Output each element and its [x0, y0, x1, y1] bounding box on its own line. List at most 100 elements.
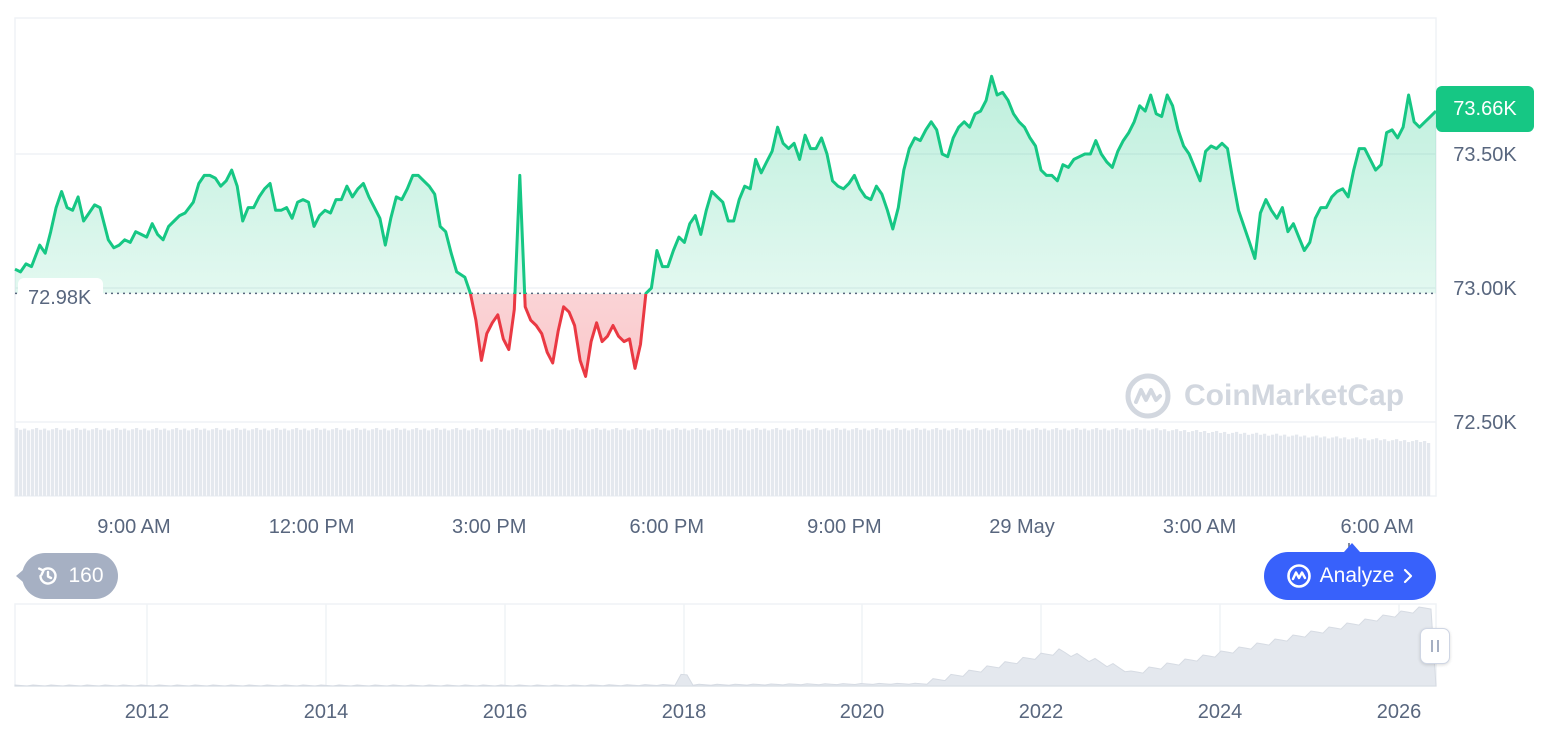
volume-bar — [871, 429, 875, 496]
volume-bar — [547, 430, 551, 496]
volume-bar — [1311, 436, 1315, 496]
volume-bar — [599, 429, 603, 496]
volume-bar — [107, 430, 111, 496]
volume-bar — [1351, 438, 1355, 496]
volume-bar — [195, 428, 199, 496]
volume-bar — [1275, 433, 1279, 496]
volume-bar — [443, 428, 447, 496]
volume-bar — [315, 428, 319, 496]
volume-bar — [1403, 440, 1407, 496]
volume-bar — [351, 429, 355, 496]
chevron-right-icon — [1404, 568, 1413, 584]
current-price-label: 73.66K — [1453, 97, 1517, 120]
coinmarketcap-logo-icon — [1125, 373, 1171, 419]
volume-bar — [1159, 430, 1163, 496]
volume-bar — [171, 429, 175, 496]
volume-bar — [271, 429, 275, 496]
volume-bar — [603, 428, 607, 496]
history-button[interactable]: 160 — [16, 553, 118, 599]
volume-bar — [1387, 441, 1391, 496]
volume-bar — [1259, 434, 1263, 496]
x-tick-label: 12:00 PM — [269, 516, 355, 538]
volume-bar — [1167, 431, 1171, 496]
volume-bar — [731, 429, 735, 496]
volume-bar — [151, 429, 155, 496]
volume-bar — [419, 429, 423, 496]
volume-bar — [859, 429, 863, 496]
volume-bar — [671, 429, 675, 496]
volume-bar — [1375, 438, 1379, 496]
volume-bar — [667, 430, 671, 496]
current-price-badge: 73.66K — [1436, 86, 1534, 132]
volume-bar — [799, 429, 803, 496]
volume-bar — [343, 428, 347, 496]
volume-bar — [235, 428, 239, 496]
volume-bar — [979, 429, 983, 496]
y-tick-label: 73.00K — [1453, 278, 1517, 300]
volume-bar — [923, 428, 927, 496]
volume-bar — [1123, 428, 1127, 496]
volume-bar — [1383, 439, 1387, 496]
overview-range-handle[interactable] — [1420, 628, 1450, 664]
volume-bar — [1243, 432, 1247, 496]
volume-bar — [551, 429, 555, 496]
volume-bar — [759, 429, 763, 496]
volume-bar — [1267, 435, 1271, 496]
overview-tick-label: 2012 — [125, 701, 170, 723]
volume-bar — [1271, 434, 1275, 496]
volume-bar — [1367, 440, 1371, 496]
overview-tick-label: 2014 — [304, 701, 349, 723]
volume-bar — [1199, 432, 1203, 496]
volume-bar — [1095, 428, 1099, 496]
volume-bars — [15, 428, 1431, 496]
volume-bar — [967, 430, 971, 496]
volume-bar — [1279, 435, 1283, 496]
volume-bar — [831, 429, 835, 496]
analyze-label: Analyze — [1319, 564, 1395, 587]
volume-bar — [1331, 437, 1335, 496]
x-tick-label: 6:00 PM — [630, 516, 704, 538]
volume-bar — [267, 430, 271, 496]
volume-bar — [323, 428, 327, 496]
volume-bar — [143, 428, 147, 496]
overview-axis: 2012 2014 2016 2018 2020 2022 2024 2026 — [125, 701, 1422, 723]
volume-bar — [1107, 430, 1111, 496]
volume-bar — [1147, 430, 1151, 496]
volume-bar — [211, 429, 215, 496]
volume-bar — [583, 428, 587, 496]
volume-bar — [383, 428, 387, 496]
volume-bar — [659, 429, 663, 496]
volume-bar — [1179, 431, 1183, 496]
volume-bar — [203, 428, 207, 496]
volume-bar — [223, 428, 227, 496]
volume-bar — [19, 429, 23, 496]
volume-bar — [595, 428, 599, 496]
watermark-text: CoinMarketCap — [1184, 379, 1405, 412]
volume-bar — [743, 428, 747, 496]
volume-bar — [431, 429, 435, 496]
volume-bar — [411, 429, 415, 496]
reference-price-badge: 72.98K — [18, 278, 104, 318]
volume-bar — [59, 429, 63, 496]
volume-bar — [1327, 438, 1331, 496]
volume-bar — [115, 428, 119, 496]
volume-bar — [1103, 428, 1107, 496]
analyze-button[interactable]: Analyze — [1264, 543, 1436, 600]
volume-bar — [1051, 429, 1055, 496]
volume-bar — [683, 428, 687, 496]
volume-bar — [1163, 429, 1167, 496]
volume-bar — [403, 428, 407, 496]
volume-bar — [575, 428, 579, 496]
volume-bar — [563, 428, 567, 496]
volume-bar — [119, 429, 123, 496]
volume-bar — [559, 429, 563, 496]
volume-bar — [647, 430, 651, 496]
volume-bar — [399, 429, 403, 496]
volume-bar — [1231, 432, 1235, 496]
volume-bar — [375, 428, 379, 496]
volume-bar — [843, 428, 847, 496]
volume-bar — [711, 429, 715, 496]
volume-bar — [179, 429, 183, 496]
volume-bar — [879, 429, 883, 496]
